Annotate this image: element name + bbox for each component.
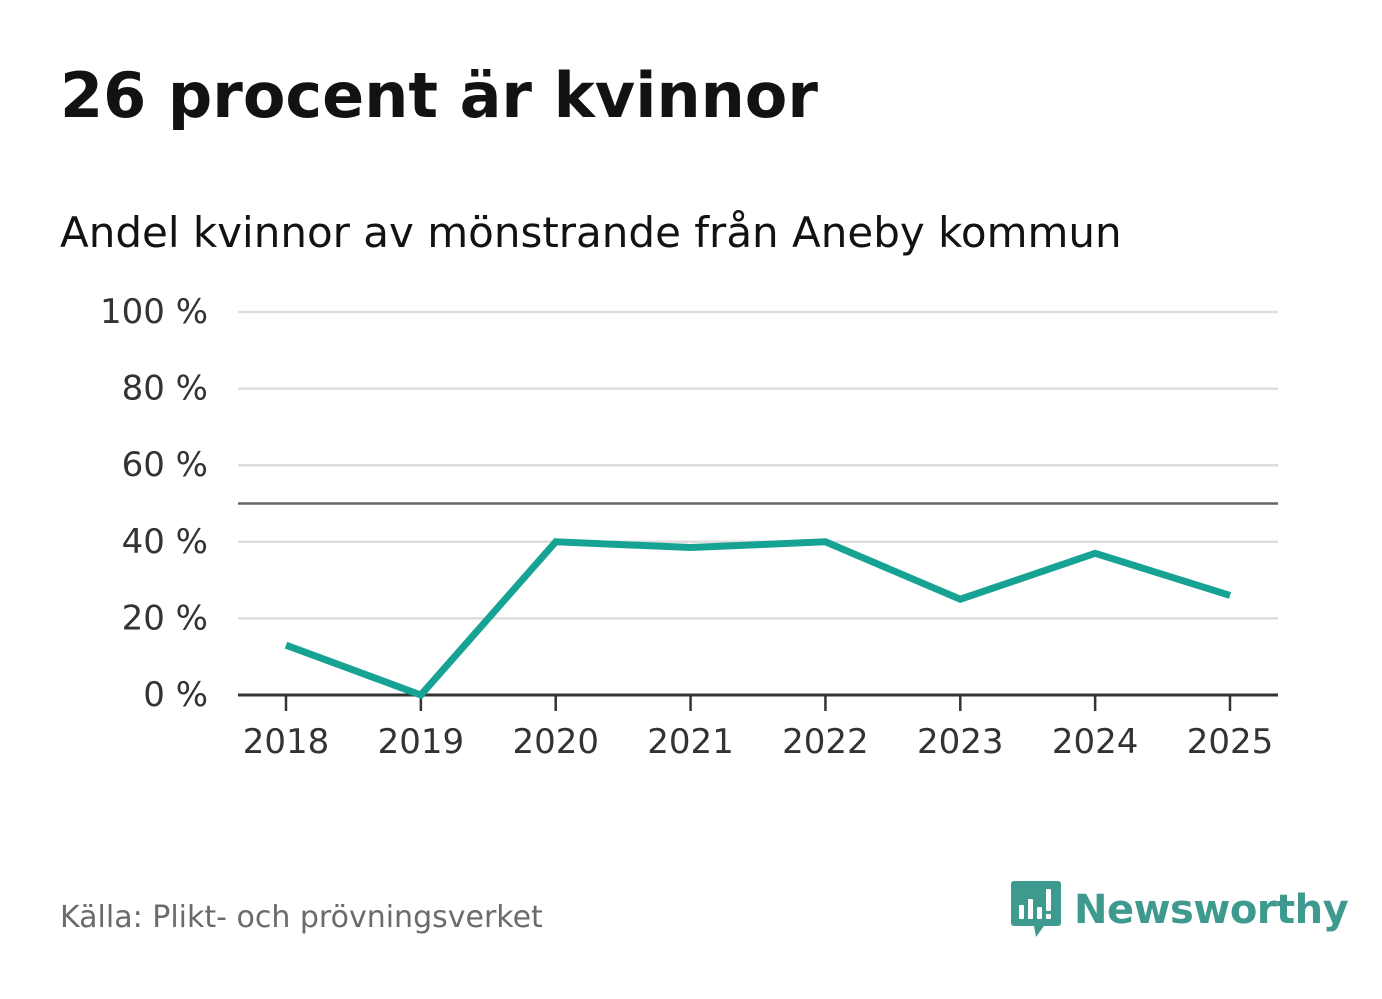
x-tick-label: 2019 (378, 722, 465, 762)
y-tick-label: 20 % (122, 598, 208, 638)
brand-name: Newsworthy (1074, 887, 1349, 933)
y-axis-labels: 0 % 20 % 40 % 60 % 80 % 100 % (100, 292, 208, 715)
y-tick-label: 60 % (122, 445, 208, 485)
x-tick-label: 2022 (782, 722, 869, 762)
y-tick-label: 40 % (122, 522, 208, 562)
x-tick-label: 2020 (512, 722, 599, 762)
x-tick-label: 2024 (1052, 722, 1139, 762)
x-axis: 2018 2019 2020 2021 2022 2023 2024 2025 (238, 693, 1278, 762)
grid-lines (238, 310, 1278, 620)
y-tick-label: 0 % (143, 675, 208, 715)
chart-title: 26 procent är kvinnor (60, 59, 818, 132)
x-tick-label: 2025 (1187, 722, 1274, 762)
x-tick-label: 2018 (243, 722, 330, 762)
y-tick-label: 80 % (122, 369, 208, 409)
chart-subtitle: Andel kvinnor av mönstrande från Aneby k… (60, 208, 1122, 257)
x-tick-label: 2021 (647, 722, 734, 762)
source-note: Källa: Plikt- och prövningsverket (60, 900, 543, 935)
series-line (284, 538, 1232, 700)
series-lines (284, 538, 1232, 700)
newsworthy-brand: Newsworthy (1010, 878, 1349, 942)
x-tick-label: 2023 (917, 722, 1004, 762)
y-tick-label: 100 % (100, 292, 208, 332)
newsworthy-logo-icon (1011, 881, 1061, 937)
